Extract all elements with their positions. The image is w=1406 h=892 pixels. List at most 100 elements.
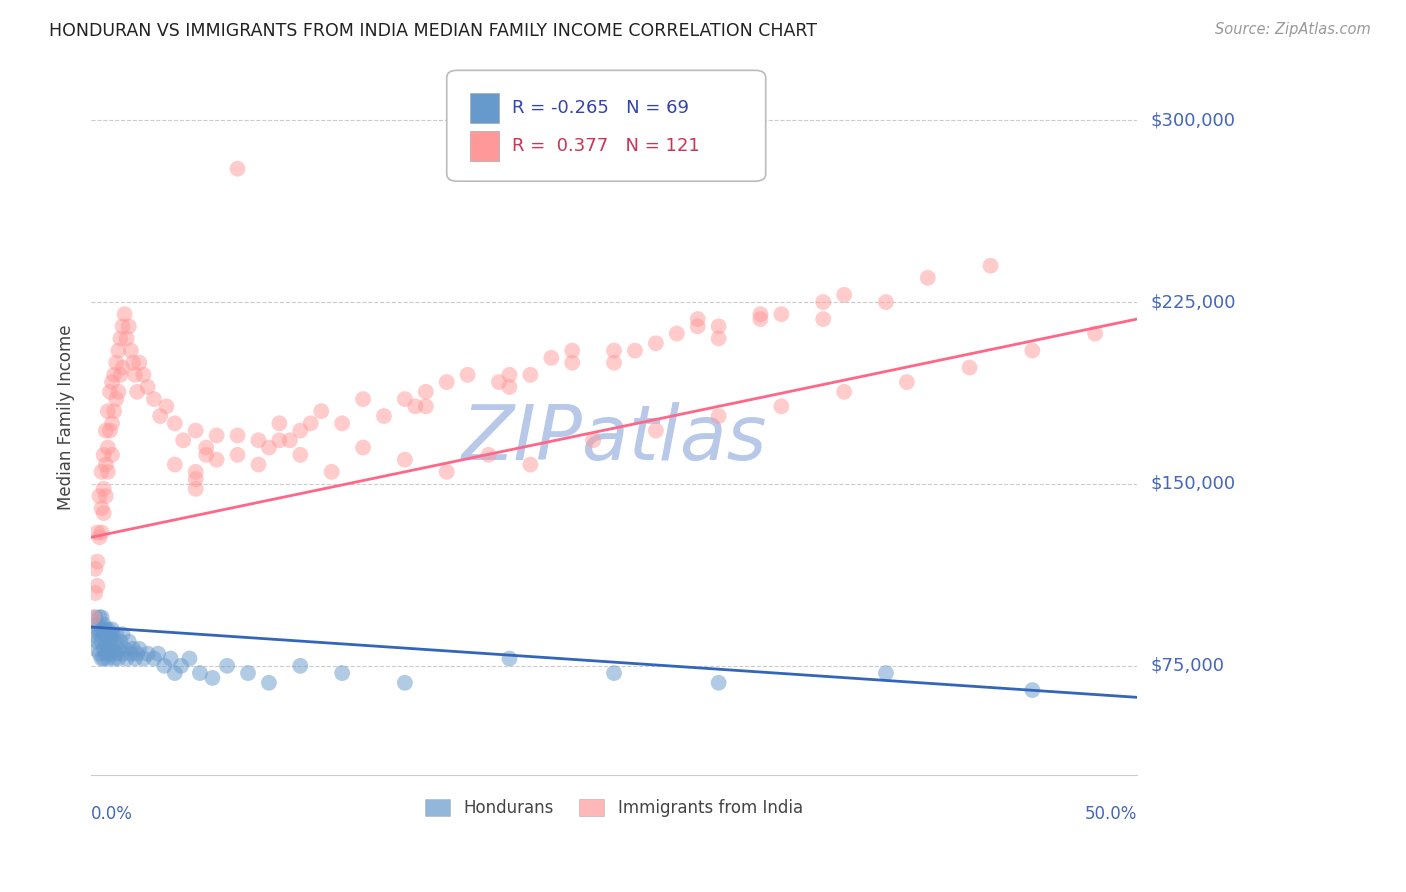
Point <box>120 343 142 358</box>
Point <box>195 441 218 455</box>
Point <box>142 651 165 665</box>
Point <box>217 658 239 673</box>
Point <box>184 465 207 479</box>
FancyBboxPatch shape <box>470 131 499 161</box>
Point <box>94 424 117 438</box>
Text: HONDURAN VS IMMIGRANTS FROM INDIA MEDIAN FAMILY INCOME CORRELATION CHART: HONDURAN VS IMMIGRANTS FROM INDIA MEDIAN… <box>49 22 817 40</box>
Text: $150,000: $150,000 <box>1152 475 1236 493</box>
Point <box>707 409 730 423</box>
Point <box>128 641 150 656</box>
Point <box>94 458 117 472</box>
Point <box>172 434 194 448</box>
Point <box>477 448 499 462</box>
Point <box>188 666 211 681</box>
Point <box>179 651 201 665</box>
Point <box>1021 683 1043 698</box>
Point <box>115 331 138 345</box>
Point <box>153 658 176 673</box>
Point <box>686 312 709 326</box>
Point <box>84 641 107 656</box>
Point <box>226 448 249 462</box>
Point <box>269 417 291 431</box>
Point <box>959 360 981 375</box>
Point <box>770 400 793 414</box>
Point <box>94 634 117 648</box>
Point <box>247 458 270 472</box>
Point <box>644 424 666 438</box>
Point <box>488 375 510 389</box>
Point <box>90 501 112 516</box>
Point <box>97 651 120 665</box>
Point <box>875 666 897 681</box>
Point <box>122 356 145 370</box>
Point <box>118 319 141 334</box>
Text: R =  0.377   N = 121: R = 0.377 N = 121 <box>512 137 699 155</box>
Point <box>93 617 115 632</box>
Point <box>98 634 121 648</box>
Point <box>875 295 897 310</box>
Point <box>107 641 129 656</box>
Point <box>519 458 541 472</box>
Point <box>89 489 111 503</box>
Point <box>93 448 115 462</box>
Point <box>1084 326 1107 341</box>
Point <box>205 452 228 467</box>
Point <box>415 400 437 414</box>
Point <box>184 424 207 438</box>
Point <box>290 658 312 673</box>
Point <box>89 627 111 641</box>
Point <box>101 448 124 462</box>
Point <box>155 400 177 414</box>
Point <box>93 641 115 656</box>
Point <box>159 651 181 665</box>
Point <box>90 634 112 648</box>
Point <box>98 647 121 661</box>
Point <box>103 404 125 418</box>
FancyBboxPatch shape <box>447 70 766 181</box>
Point <box>103 368 125 382</box>
Point <box>90 610 112 624</box>
Point <box>149 409 172 423</box>
Point <box>184 472 207 486</box>
Point <box>811 295 834 310</box>
Point <box>142 392 165 406</box>
Point <box>90 623 112 637</box>
Point <box>101 641 124 656</box>
Point <box>97 623 120 637</box>
Point <box>770 307 793 321</box>
Point <box>110 368 132 382</box>
Point <box>146 647 169 661</box>
Point <box>86 617 108 632</box>
Point <box>110 634 132 648</box>
Point <box>101 627 124 641</box>
Point <box>107 651 129 665</box>
Point <box>832 288 855 302</box>
Point <box>561 356 583 370</box>
Point <box>707 331 730 345</box>
Point <box>98 384 121 399</box>
Point <box>257 675 280 690</box>
Point <box>89 530 111 544</box>
Point <box>644 336 666 351</box>
Point <box>352 441 374 455</box>
Point <box>111 627 134 641</box>
Point <box>94 647 117 661</box>
Point <box>124 651 146 665</box>
Point <box>195 448 218 462</box>
Point <box>103 634 125 648</box>
Point <box>561 343 583 358</box>
Point <box>184 482 207 496</box>
Point <box>749 312 772 326</box>
Point <box>811 312 834 326</box>
Point <box>122 641 145 656</box>
Point <box>110 331 132 345</box>
Point <box>82 627 104 641</box>
Point <box>132 651 155 665</box>
Point <box>101 417 124 431</box>
Point <box>136 380 159 394</box>
Point <box>686 319 709 334</box>
Point <box>226 161 249 176</box>
Point <box>105 627 128 641</box>
Point <box>111 319 134 334</box>
Point <box>86 555 108 569</box>
